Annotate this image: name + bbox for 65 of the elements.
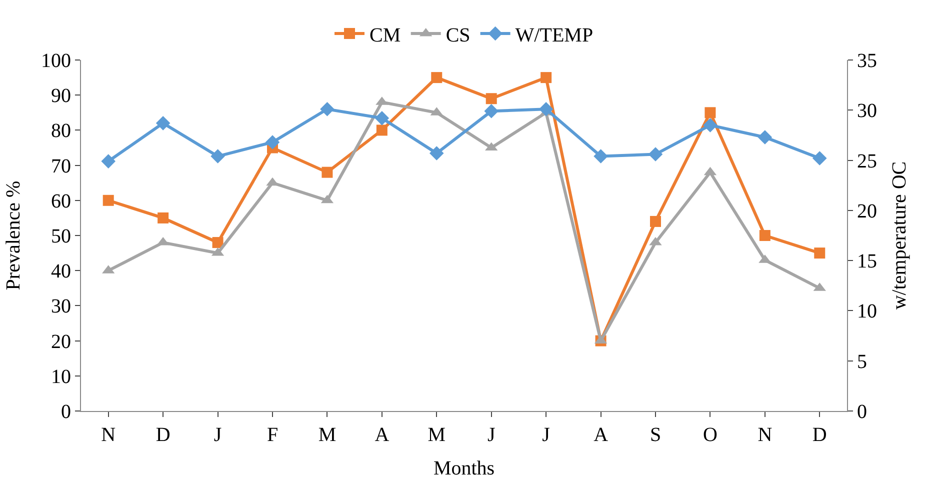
y-tick-label: 70 [51,155,71,178]
point [320,102,334,116]
point [758,130,772,144]
x-tick-label: J [214,424,222,446]
y-tick-label: 0 [61,401,71,423]
x-tick-label: J [542,424,550,446]
point [814,248,826,259]
x-tick-label: A [594,424,609,446]
point [265,135,280,150]
point [101,154,116,168]
point [812,151,827,166]
y-tick-label: 40 [51,260,71,283]
point [650,216,661,227]
legend-label: CM [370,24,401,46]
y-tick-label: 20 [51,330,71,353]
point [648,147,663,162]
y-tick-label: 50 [51,226,71,248]
y-tick-label: 80 [51,120,71,142]
y-axis-title: Prevalence % [2,180,24,290]
y2-tick-label: 5 [857,350,867,373]
x-tick-label: M [428,424,446,446]
y2-tick-label: 0 [857,401,867,423]
y2-tick-label: 20 [857,200,877,222]
x-tick-label: A [374,424,390,446]
point [374,111,390,126]
point [376,124,388,136]
y-tick-label: 30 [51,296,71,318]
x-tick-label: D [812,424,827,446]
x-tick-label: N [101,424,116,446]
point [540,72,552,84]
point [484,104,499,118]
x-tick-label: F [266,424,278,446]
x-tick-label: M [318,424,336,446]
y-tick-label: 10 [51,366,71,388]
point [703,118,718,132]
y2-tick-label: 35 [857,50,877,72]
x-tick-label: N [758,424,772,446]
y2-tick-label: 30 [857,100,877,122]
x-tick-label: J [487,424,496,446]
point [759,230,770,241]
point [538,102,554,116]
x-tick-label: O [702,424,718,446]
point [156,116,170,130]
point [431,72,442,84]
point [486,93,497,104]
point [212,237,224,248]
legend-label: CS [446,24,470,46]
y2-tick-label: 25 [857,150,877,172]
y2-tick-label: 10 [857,300,877,323]
y2-tick-label: 15 [857,250,877,273]
point [594,149,608,164]
point [210,149,225,164]
y-tick-label: 100 [41,50,71,72]
x-axis-title: Months [433,458,495,480]
point [158,212,169,224]
point [429,146,444,160]
y2-axis-title: w/temperature OC [888,161,910,310]
x-tick-label: S [650,424,662,446]
point [102,194,114,206]
point [322,166,333,178]
y-tick-label: 90 [51,85,71,108]
x-tick-label: D [156,424,170,446]
y-tick-label: 60 [51,190,71,212]
point [704,107,716,118]
legend-label: W/TEMP [515,24,594,46]
